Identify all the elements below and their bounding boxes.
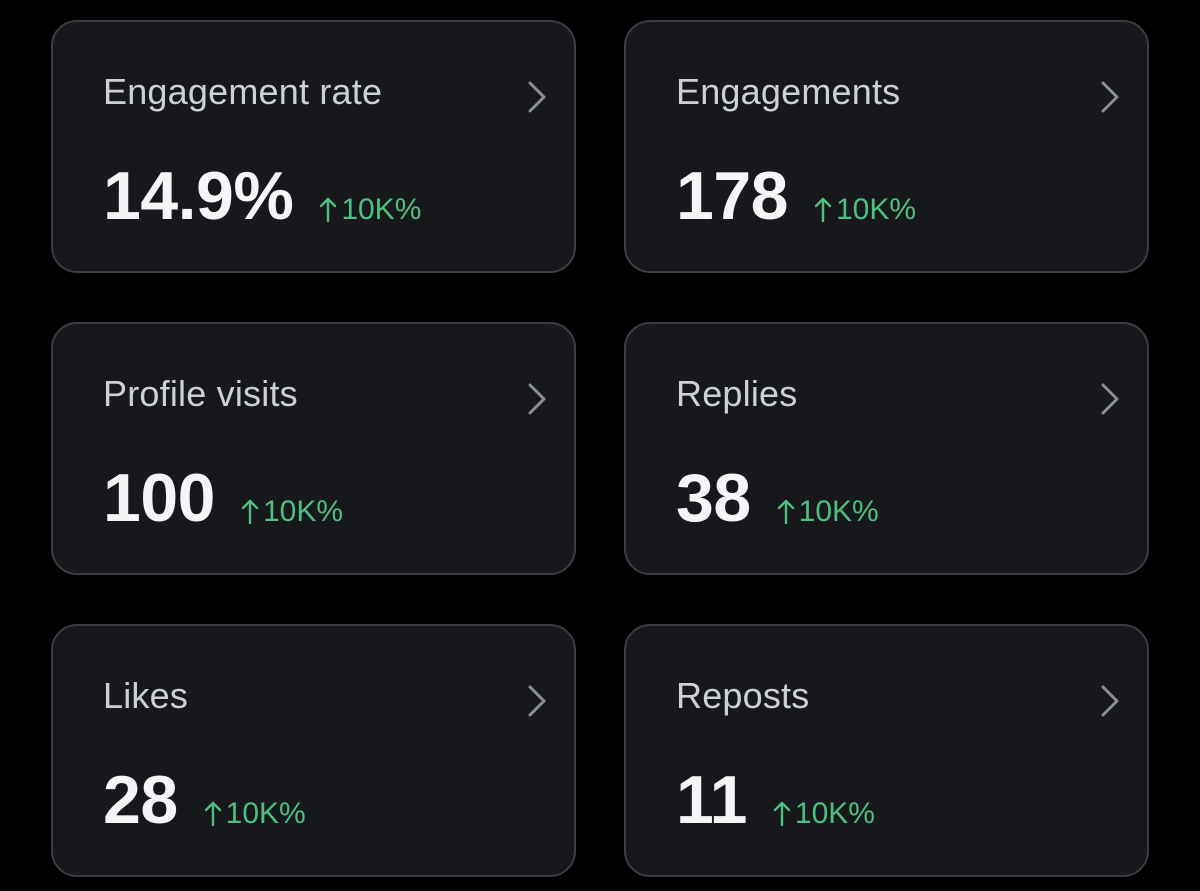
metric-delta-text: 10K% — [835, 193, 917, 226]
metric-delta: 10K% — [241, 495, 343, 527]
arrow-up-icon — [814, 197, 832, 222]
metric-delta-text: 10K% — [794, 797, 875, 830]
metric-delta: 10K% — [814, 193, 916, 225]
metric-card-reposts[interactable]: Reposts 11 10K% — [624, 624, 1149, 877]
metric-value: 28 — [103, 762, 178, 838]
metric-value-row: 100 10K% — [103, 464, 343, 532]
metric-delta-text: 10K% — [798, 495, 879, 528]
metric-label: Replies — [676, 373, 798, 414]
chevron-right-icon — [528, 81, 546, 113]
metric-delta-text: 10K% — [262, 495, 344, 528]
metric-value: 14.9% — [103, 158, 294, 234]
metric-delta: 10K% — [319, 193, 421, 225]
metric-card-profile-visits[interactable]: Profile visits 100 10K% — [51, 322, 576, 575]
metric-delta: 10K% — [777, 495, 879, 527]
arrow-up-icon — [241, 499, 259, 524]
chevron-right-icon — [1101, 685, 1119, 717]
metric-value: 100 — [103, 460, 215, 536]
chevron-right-icon — [1101, 81, 1119, 113]
metric-label: Engagement rate — [103, 71, 383, 112]
metric-value-row: 178 10K% — [676, 162, 916, 230]
chevron-right-icon — [528, 685, 546, 717]
arrow-up-icon — [320, 197, 337, 222]
metric-value-row: 14.9% 10K% — [103, 162, 421, 230]
metric-delta: 10K% — [204, 797, 306, 829]
metric-value: 178 — [676, 158, 788, 234]
metric-label: Profile visits — [103, 373, 298, 414]
metric-delta: 10K% — [773, 797, 875, 829]
metric-card-likes[interactable]: Likes 28 10K% — [51, 624, 576, 877]
metric-card-engagements[interactable]: Engagements 178 10K% — [624, 20, 1149, 273]
metric-label: Engagements — [676, 71, 901, 112]
metric-value-row: 38 10K% — [676, 464, 879, 532]
metric-card-engagement-rate[interactable]: Engagement rate 14.9% 10K% — [51, 20, 576, 273]
arrow-up-icon — [204, 801, 221, 826]
metric-label: Reposts — [676, 675, 810, 716]
chevron-right-icon — [528, 383, 546, 415]
metric-delta-text: 10K% — [341, 193, 422, 226]
metric-value-row: 11 10K% — [676, 766, 875, 834]
arrow-up-icon — [777, 499, 794, 524]
metric-value-row: 28 10K% — [103, 766, 306, 834]
arrow-up-icon — [773, 801, 791, 826]
chevron-right-icon — [1101, 383, 1119, 415]
metric-card-replies[interactable]: Replies 38 10K% — [624, 322, 1149, 575]
metric-value: 11 — [676, 762, 747, 838]
metrics-grid: Engagement rate 14.9% 10K% Engagements 1… — [51, 20, 1149, 877]
metric-delta-text: 10K% — [225, 797, 306, 830]
metric-label: Likes — [103, 675, 189, 716]
metric-value: 38 — [676, 460, 751, 536]
